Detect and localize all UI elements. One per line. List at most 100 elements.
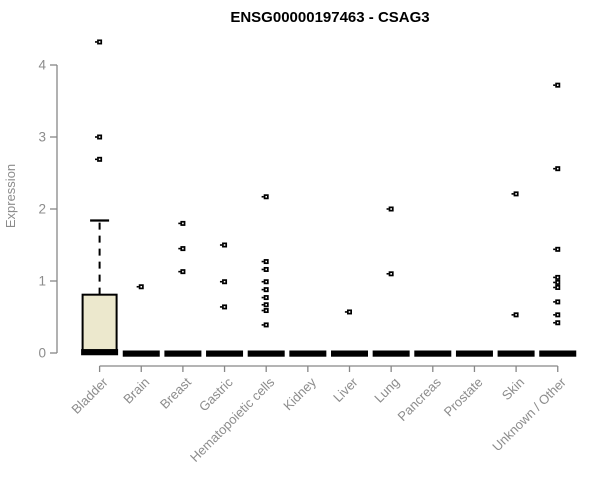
- outlier-point: [261, 308, 269, 314]
- outlier-point-center: [223, 306, 226, 308]
- outlier-point-center: [556, 321, 559, 324]
- y-axis-title: Expression: [3, 164, 18, 228]
- outlier-point-center: [265, 280, 267, 283]
- outlier-point-center: [556, 248, 559, 251]
- plot-series: [81, 39, 577, 357]
- outlier-point: [219, 304, 228, 310]
- outlier-point-center: [390, 208, 392, 210]
- chart-title: ENSG00000197463 - CSAG3: [230, 9, 429, 26]
- outlier-point: [261, 194, 269, 200]
- box: [81, 293, 118, 354]
- outlier-point: [261, 295, 269, 301]
- outlier-point: [511, 312, 519, 318]
- outlier-point-center: [265, 303, 267, 306]
- outlier-point: [386, 271, 394, 277]
- x-category-label: Pancreas: [394, 374, 444, 424]
- outlier-point-center: [556, 301, 559, 303]
- outlier-point-center: [348, 311, 351, 313]
- outlier-point: [553, 274, 561, 280]
- outlier-point: [219, 279, 228, 285]
- outlier-point: [261, 279, 269, 285]
- outlier-point-center: [515, 314, 517, 316]
- outlier-point-center: [556, 84, 559, 86]
- median-bar: [414, 350, 452, 357]
- outlier-point-center: [556, 281, 559, 284]
- outlier-point-center: [556, 286, 559, 289]
- outlier-point-center: [265, 195, 267, 198]
- median-bar: [331, 350, 368, 357]
- median-bar: [164, 350, 202, 357]
- x-category-label: Breast: [157, 374, 194, 411]
- outlier-point: [261, 266, 269, 272]
- outlier-point: [261, 322, 269, 328]
- outlier-point-center: [265, 268, 267, 271]
- outlier-point-center: [223, 280, 226, 283]
- outlier-point: [178, 269, 186, 275]
- median-bar: [122, 350, 160, 357]
- outlier-point: [553, 166, 561, 172]
- outlier-point-center: [182, 270, 184, 273]
- outlier-point: [261, 259, 269, 265]
- y-tick-label: 4: [38, 58, 46, 73]
- y-tick-label: 0: [38, 346, 46, 361]
- median-bar: [539, 350, 577, 357]
- outlier-point: [136, 284, 144, 290]
- outlier-point: [95, 156, 103, 162]
- x-category-label: Skin: [499, 375, 527, 403]
- y-tick-label: 2: [38, 202, 46, 217]
- y-tick-label: 3: [38, 130, 46, 145]
- median-bar: [81, 349, 119, 356]
- x-category-label: Kidney: [280, 374, 319, 413]
- median-bar: [289, 350, 327, 357]
- outlier-point-center: [265, 296, 267, 299]
- outlier-point-center: [182, 222, 184, 225]
- x-category-label: Unknown / Other: [489, 374, 569, 454]
- median-bar: [372, 350, 410, 357]
- outlier-point-center: [265, 324, 267, 326]
- x-category-label: Bladder: [68, 374, 111, 417]
- outlier-point-center: [515, 193, 517, 195]
- x-category-label: Prostate: [441, 375, 486, 420]
- outlier-point: [553, 312, 561, 318]
- x-category-label: Liver: [330, 374, 361, 405]
- outlier-point-center: [265, 309, 267, 312]
- outlier-point: [553, 284, 561, 290]
- outlier-point: [553, 320, 561, 326]
- outlier-point-center: [98, 158, 101, 161]
- outlier-point-center: [182, 247, 184, 250]
- outlier-point: [261, 302, 269, 308]
- median-bar: [455, 350, 493, 357]
- outlier-point: [261, 287, 269, 293]
- outlier-point-center: [265, 260, 267, 263]
- outlier-point: [553, 82, 561, 88]
- y-axis: 0 1 2 3 4: [38, 58, 58, 361]
- outlier-point: [219, 242, 228, 248]
- outlier-point-center: [390, 273, 392, 275]
- median-bar: [497, 350, 535, 357]
- outlier-point: [344, 309, 352, 315]
- x-category-label: Brain: [120, 375, 152, 407]
- outlier-point: [511, 191, 519, 197]
- outlier-point: [95, 134, 103, 140]
- outlier-point-center: [140, 285, 143, 288]
- x-category-label: Gastric: [196, 374, 236, 414]
- outlier-point-center: [556, 167, 559, 170]
- outlier-point-center: [223, 244, 226, 246]
- outlier-point-center: [556, 276, 559, 279]
- outlier-point: [553, 246, 561, 252]
- median-bar: [247, 350, 285, 357]
- outlier-point-center: [556, 314, 559, 316]
- outlier-point-center: [98, 41, 101, 43]
- outlier-point: [553, 279, 561, 285]
- outlier-point: [553, 299, 561, 305]
- outlier-point: [178, 246, 186, 252]
- y-tick-label: 1: [38, 274, 46, 289]
- outlier-point: [178, 220, 186, 226]
- outlier-point: [95, 39, 103, 45]
- median-bar: [206, 350, 244, 357]
- outlier-point: [386, 206, 394, 212]
- x-category-label: Lung: [371, 375, 402, 406]
